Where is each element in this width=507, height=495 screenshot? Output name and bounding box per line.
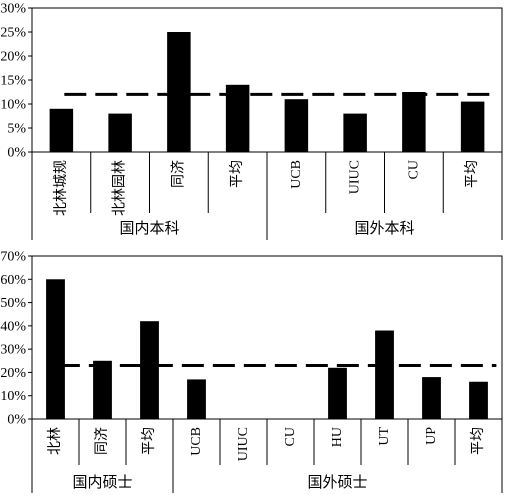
category-label: CU bbox=[283, 427, 298, 446]
bar bbox=[49, 108, 74, 152]
group-label: 国内本科 bbox=[119, 220, 179, 237]
group-label: 国外本科 bbox=[354, 220, 414, 237]
y-tick-label: 10% bbox=[0, 98, 26, 113]
y-tick-label: 20% bbox=[0, 366, 26, 381]
category-label: 北林城规 bbox=[53, 160, 69, 216]
bar bbox=[460, 101, 485, 152]
bar bbox=[140, 321, 159, 419]
bar bbox=[328, 367, 347, 419]
bar bbox=[108, 113, 132, 152]
category-label: UCB bbox=[289, 160, 304, 189]
category-label: 平均 bbox=[464, 160, 480, 188]
category-label: 平均 bbox=[470, 427, 486, 455]
y-tick-label: 60% bbox=[0, 273, 26, 288]
y-tick-label: 30% bbox=[0, 343, 26, 358]
bar bbox=[422, 377, 441, 419]
y-tick-label: 5% bbox=[7, 122, 26, 137]
category-label: 北林 bbox=[47, 427, 63, 455]
y-tick-label: 40% bbox=[0, 319, 26, 334]
category-label: 平均 bbox=[229, 160, 245, 188]
plot-frame bbox=[31, 7, 503, 153]
category-label: UCB bbox=[189, 427, 204, 456]
bar bbox=[343, 113, 367, 152]
group-label: 国外硕士 bbox=[307, 474, 367, 491]
category-label: 北林园林 bbox=[112, 160, 128, 216]
category-label: UIUC bbox=[236, 427, 251, 461]
bar bbox=[93, 360, 112, 419]
masters-bar-chart: 0% 10% 20% 30% 40% 50% 60% 70% 北林 同济 平均 UCB UIUC CU HU… bbox=[0, 250, 503, 493]
category-label: UT bbox=[377, 427, 392, 446]
y-tick-label: 30% bbox=[0, 2, 26, 17]
y-tick-label: 25% bbox=[0, 26, 26, 41]
group-label: 国内硕士 bbox=[72, 474, 132, 491]
undergrad-bar-chart: 0% 5% 10% 15% 20% 25% 30% 北林城规 北林园林 同济 平均 UCB UIUC CU… bbox=[0, 2, 503, 240]
category-label: CU bbox=[406, 160, 421, 179]
y-tick-label: 0% bbox=[7, 413, 26, 428]
bar bbox=[402, 92, 426, 152]
bar bbox=[284, 99, 309, 152]
bar bbox=[375, 330, 394, 419]
category-label: UIUC bbox=[348, 160, 363, 194]
y-tick-label: 15% bbox=[0, 74, 26, 89]
category-label: 平均 bbox=[141, 427, 157, 455]
category-label: 同济 bbox=[94, 427, 110, 455]
y-tick-label: 70% bbox=[0, 250, 26, 265]
bar bbox=[225, 84, 250, 152]
y-tick-label: 20% bbox=[0, 50, 26, 65]
bar bbox=[469, 381, 488, 419]
y-tick-label: 50% bbox=[0, 296, 26, 311]
y-tick-label: 0% bbox=[7, 146, 26, 161]
category-label: 同济 bbox=[170, 160, 186, 188]
bar bbox=[46, 279, 65, 419]
bar bbox=[187, 379, 206, 419]
y-tick-label: 10% bbox=[0, 389, 26, 404]
category-label: UP bbox=[424, 427, 439, 445]
category-label: HU bbox=[330, 427, 345, 447]
bar bbox=[167, 32, 191, 152]
